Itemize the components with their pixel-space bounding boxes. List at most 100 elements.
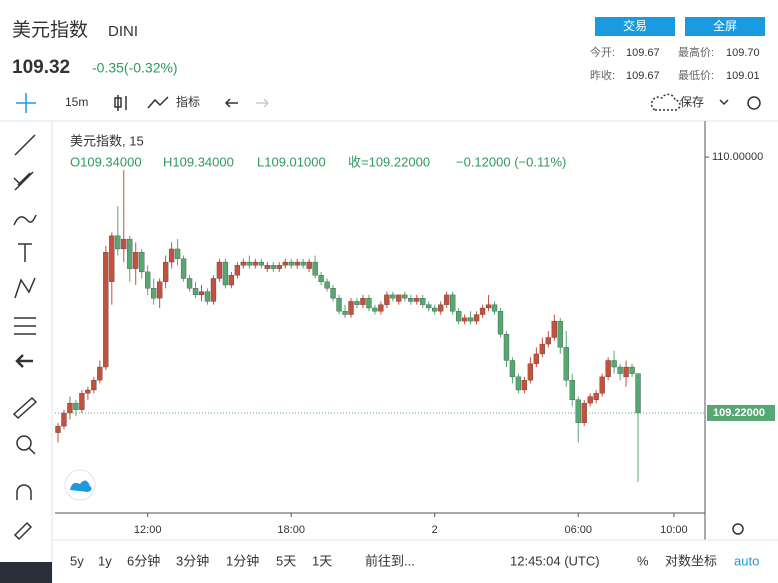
collapse-bar[interactable] [0,562,52,583]
candle-body [127,238,133,269]
legend-item: 收=109.22000 [348,154,430,169]
range-button[interactable]: 5天 [276,553,296,568]
candle-body [336,297,342,312]
x-tick-label: 2 [432,524,438,536]
interval[interactable]: 15m [65,95,88,109]
cloud-icon[interactable] [650,93,681,111]
save[interactable]: 保存 [680,95,704,109]
symbol: DINI [108,23,138,40]
instrument-name: 美元指数 [12,19,88,41]
candle-body [497,311,504,335]
range-button[interactable]: 1分钟 [226,553,259,568]
candle-body [372,307,378,312]
candle-body [509,360,516,378]
candle-body [276,265,282,269]
candle-body [426,304,432,309]
candle-body [587,396,593,404]
candle-body [599,376,605,394]
candle-body [611,360,617,368]
settings-icon[interactable] [747,96,761,110]
button-label[interactable]: 全屏 [713,18,737,33]
drawing-tools[interactable] [12,93,38,541]
candle-body [156,281,163,299]
candle-body [258,261,264,266]
candle-body [330,288,336,299]
x-tick-label: 06:00 [564,524,592,536]
candle-body [491,304,498,312]
candle-body [151,288,157,299]
range-button[interactable]: 6分钟 [127,553,160,568]
range-button[interactable]: 3分钟 [176,553,209,568]
last-price-tag [707,404,775,421]
candle-body [91,380,97,391]
candle-body [515,376,522,391]
range-button[interactable]: 5y [70,553,84,568]
auto-toggle[interactable]: auto [734,553,759,568]
legend-item: L109.01000 [257,154,326,169]
indicators[interactable]: 指标 [176,94,200,109]
stat-value: 109.67 [626,70,660,82]
candle-body [539,343,546,355]
candle-body [581,402,587,423]
candle-body [103,252,109,368]
axis-settings[interactable] [732,523,744,535]
candle-body [109,235,115,282]
legend-title: 美元指数, 15 [70,133,144,148]
redo-icon[interactable] [256,98,270,108]
candle-body [623,366,629,378]
candle-body [67,402,73,414]
candle-body [461,317,468,322]
candle-body [79,393,85,410]
percent-toggle[interactable]: % [637,553,649,568]
candle-body [204,291,211,302]
candle-body [503,334,510,361]
candle-body [593,393,599,400]
candle-body [575,399,581,423]
dropdown[interactable] [719,99,729,106]
trade-button[interactable] [595,17,675,36]
legend-item: H109.34000 [163,154,234,169]
stat-value: 109.01 [726,70,760,82]
indicator-icon[interactable] [147,96,169,109]
candle-body [162,261,169,282]
x-tick-label: 18:00 [277,524,305,536]
y-tick-label: 110.00000 [712,151,763,163]
x-tick-label: 12:00 [134,524,162,536]
candle-body [527,363,534,381]
range-button[interactable]: 1天 [312,553,332,568]
candle-body [55,425,61,433]
candle-body [186,278,193,289]
candle-body [222,261,229,286]
candle-body [216,261,223,279]
candle-body [97,366,103,381]
candle-body [444,294,450,305]
candle-body [521,380,528,391]
candle-body [408,297,414,302]
candle-body [246,261,252,266]
candle-body [210,278,217,302]
candle-body [396,294,402,302]
candle-body [342,311,348,315]
candle-body [228,275,235,286]
range-button[interactable]: 1y [98,553,112,568]
candle-body [617,366,623,374]
candle-body [240,261,247,266]
button-label[interactable]: 交易 [623,18,647,33]
stat-value: 109.67 [626,47,660,59]
stat-label: 最低价: [678,69,714,82]
undo-icon[interactable] [224,98,238,108]
log-toggle[interactable]: 对数坐标 [665,553,717,568]
candle-body [264,265,270,269]
price-change: -0.35(-0.32%) [92,60,178,76]
candle-body [551,320,557,338]
candle-body [402,294,408,299]
candle-body [288,261,294,266]
candle-icon[interactable] [114,95,127,111]
candle-body [479,307,486,315]
candle-body [270,265,276,269]
fullscreen-button[interactable] [685,17,765,36]
goto[interactable]: 前往到... [365,553,415,568]
x-tick-label: 10:00 [660,524,688,536]
candle-body [354,301,360,305]
